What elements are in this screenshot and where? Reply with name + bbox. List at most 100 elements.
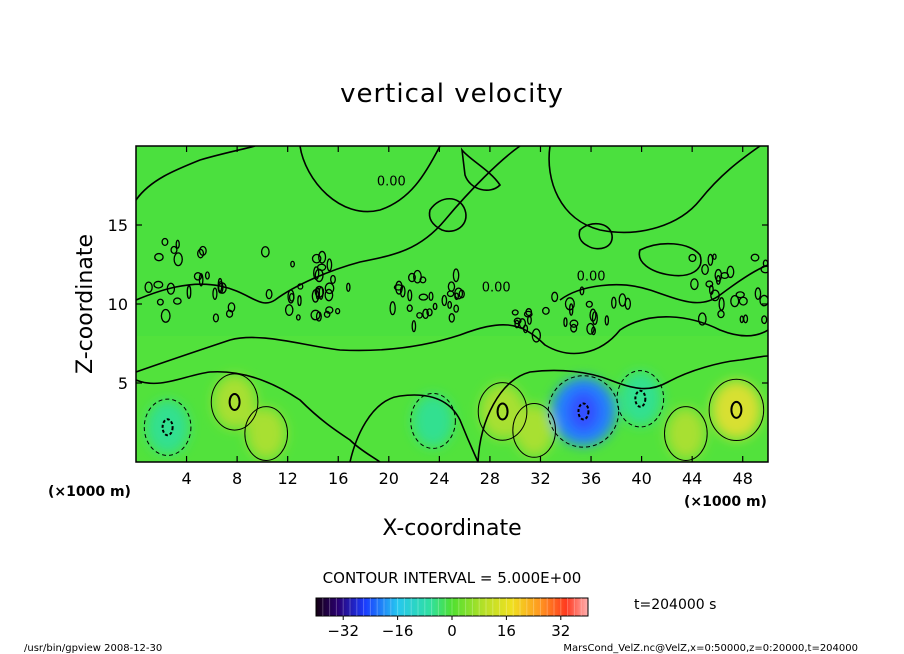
noise-contour <box>290 260 295 268</box>
colorbar-tick-label: −32 <box>327 622 359 640</box>
noise-contour <box>585 300 593 308</box>
x-tick-label: 24 <box>429 469 449 488</box>
x-tick-label: 28 <box>480 469 500 488</box>
noise-contour <box>759 294 768 307</box>
noise-contour <box>330 274 336 284</box>
noise-contour <box>284 304 294 316</box>
y-tick-label: 15 <box>108 216 128 235</box>
noise-contour <box>170 245 178 255</box>
noise-contour <box>688 253 697 263</box>
footer-right: MarsCond_VelZ.nc@VelZ,x=0:50000,z=0:2000… <box>563 643 858 654</box>
noise-contour <box>395 280 403 295</box>
noise-contour <box>172 297 182 305</box>
noise-contour <box>186 285 192 300</box>
feature-blob <box>246 407 286 460</box>
noise-contour <box>314 285 325 298</box>
y-tick-label: 5 <box>118 374 128 393</box>
noise-contour <box>318 250 327 264</box>
feature-blob <box>213 375 256 429</box>
x-tick-label: 40 <box>631 469 651 488</box>
noise-contour <box>324 282 335 295</box>
contour-labels: 0.00 0.00 0.00 <box>377 175 606 296</box>
feature-contour-inner <box>730 400 743 419</box>
noise-contour <box>452 268 460 283</box>
noise-contour <box>204 271 210 280</box>
feature-contour-inner <box>161 418 174 437</box>
noise-contour <box>408 272 416 283</box>
noise-contour <box>227 302 236 313</box>
noise-contour <box>212 287 218 300</box>
noise-contour <box>432 302 438 311</box>
noise-contour <box>730 294 740 308</box>
feature-contour <box>477 382 528 441</box>
noise-contour <box>407 289 413 302</box>
feature-blob <box>412 394 454 448</box>
noise-contour <box>428 291 434 302</box>
noise-contour <box>153 280 164 289</box>
x-tick-label: 4 <box>181 469 191 488</box>
colorbar-tick-label: −16 <box>382 622 414 640</box>
noise-contour <box>419 276 427 284</box>
footer-left: /usr/bin/gpview 2008-12-30 <box>24 643 162 654</box>
x-tick-label: 16 <box>328 469 348 488</box>
noise-contour <box>212 313 220 323</box>
noise-contour <box>569 319 579 328</box>
noise-contour <box>314 268 324 283</box>
feature-contour <box>410 392 456 449</box>
noise-contour <box>166 282 176 295</box>
noise-contour <box>624 297 632 310</box>
noise-contour <box>325 306 334 314</box>
noise-contour <box>707 253 714 266</box>
noise-contour <box>389 301 396 316</box>
noise-contour <box>413 269 422 284</box>
y-tick-label: 10 <box>108 295 128 314</box>
contour-interval: CONTOUR INTERVAL = 5.000E+00 <box>323 569 582 587</box>
y-axis-title: Z-coordinate <box>73 234 98 374</box>
noise-contour <box>563 317 568 328</box>
noise-contour <box>718 297 725 311</box>
noise-contour <box>161 237 169 247</box>
feature-blob <box>146 400 189 455</box>
noise-contour <box>754 287 762 300</box>
noise-contour <box>586 322 595 335</box>
noise-contour <box>416 312 423 319</box>
feature-core <box>567 391 600 432</box>
noise-contour <box>287 289 295 304</box>
noise-contour <box>611 296 617 309</box>
noise-contour <box>522 324 529 334</box>
feature-contour-inner <box>634 389 647 408</box>
feature-contour <box>616 370 665 428</box>
noise-contour <box>511 309 519 316</box>
x-tick-label: 8 <box>232 469 242 488</box>
feature-contour <box>664 406 708 461</box>
noise-contour <box>426 308 433 317</box>
feature-contour <box>708 378 765 442</box>
time-label: t=204000 s <box>634 597 716 613</box>
noise-contour <box>458 289 465 299</box>
noise-contour <box>326 258 333 272</box>
noise-contour <box>743 314 749 324</box>
chart-title: vertical velocity <box>340 79 564 109</box>
noise-contour <box>197 248 205 259</box>
zero-contours <box>136 146 768 462</box>
noise-contour <box>735 291 745 299</box>
noise-contour <box>334 308 341 315</box>
noise-contour <box>453 304 460 313</box>
noise-contour <box>411 320 417 333</box>
noise-contour <box>513 317 522 325</box>
noise-contour <box>422 308 429 320</box>
noise-contour <box>297 295 302 307</box>
noise-contour <box>265 288 273 300</box>
noise-contour <box>198 245 207 256</box>
noise-contour <box>690 278 699 291</box>
feature-blob <box>666 407 706 460</box>
noise-contour <box>697 312 707 326</box>
noise-contour <box>518 318 527 329</box>
noise-contour <box>311 253 322 264</box>
noise-contour <box>750 253 760 262</box>
noise-contour <box>323 310 331 318</box>
noise-contour <box>173 252 183 267</box>
feature-contour <box>210 373 259 431</box>
